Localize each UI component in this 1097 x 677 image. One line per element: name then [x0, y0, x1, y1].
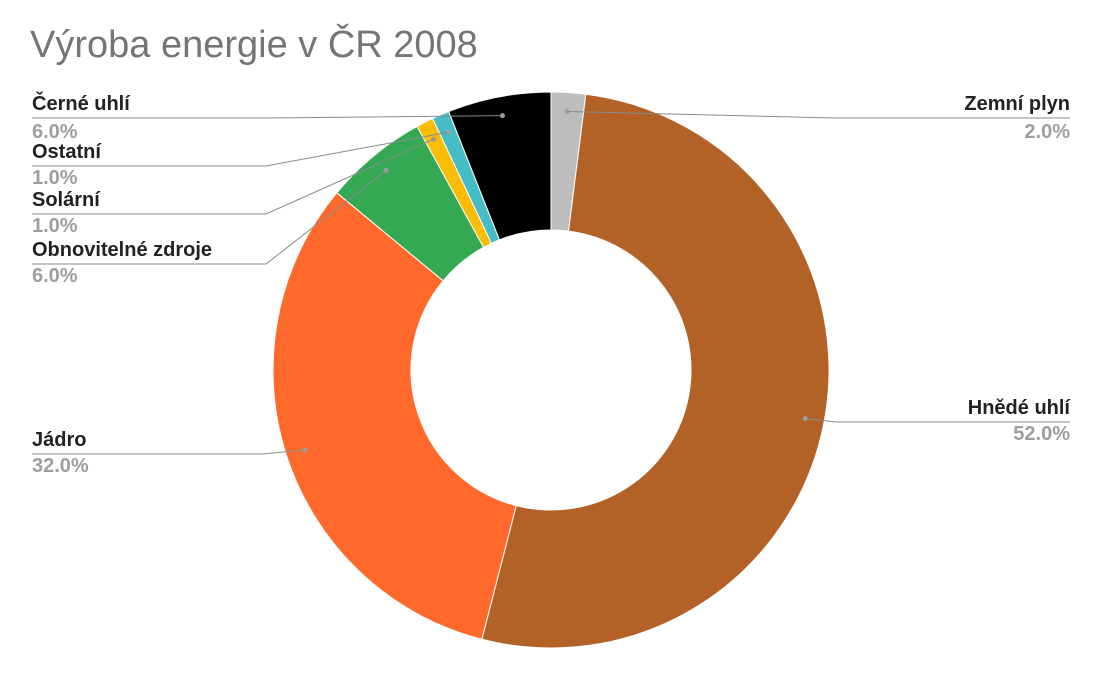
leader-line-ostatni	[32, 131, 449, 167]
label-value-obnovitelne-zdroje: 6.0%	[32, 265, 78, 287]
leader-line-obnovitelne-zdroje	[32, 170, 387, 265]
slice-hnede-uhli[interactable]	[481, 93, 830, 649]
slice-labels: Zemní plyn 2.0% Hnědé uhlí 52.0% Jádro 32.0% O…	[32, 91, 1071, 477]
label-value-ostatni: 1.0%	[32, 167, 78, 189]
leader-line-zemni-plyn	[567, 111, 1070, 119]
label-value-jadro: 32.0%	[32, 455, 89, 477]
slice-cerne-uhli[interactable]	[448, 91, 552, 241]
leader-line-hnede-uhli	[805, 418, 1070, 423]
donut-slices	[272, 91, 830, 649]
label-name-ostatni: Ostatní	[32, 141, 102, 163]
leader-line-cerne-uhli	[32, 115, 503, 119]
leader-line-solarni	[32, 138, 434, 215]
slice-jadro[interactable]	[272, 192, 517, 640]
label-name-cerne-uhli: Černé uhlí	[32, 91, 131, 115]
leader-line-jadro	[32, 449, 305, 455]
label-name-obnovitelne-zdroje: Obnovitelné zdroje	[32, 239, 212, 261]
label-name-zemni-plyn: Zemní plyn	[964, 93, 1070, 115]
label-value-hnede-uhli: 52.0%	[1013, 423, 1070, 445]
label-value-cerne-uhli: 6.0%	[32, 121, 78, 143]
label-name-solarni: Solární	[32, 189, 101, 211]
label-name-jadro: Jádro	[32, 429, 86, 451]
chart-title: Výroba energie v ČR 2008	[30, 24, 478, 66]
leader-lines	[32, 109, 1070, 455]
label-value-solarni: 1.0%	[32, 215, 78, 237]
label-value-zemni-plyn: 2.0%	[1024, 121, 1070, 143]
label-name-hnede-uhli: Hnědé uhlí	[968, 397, 1072, 419]
